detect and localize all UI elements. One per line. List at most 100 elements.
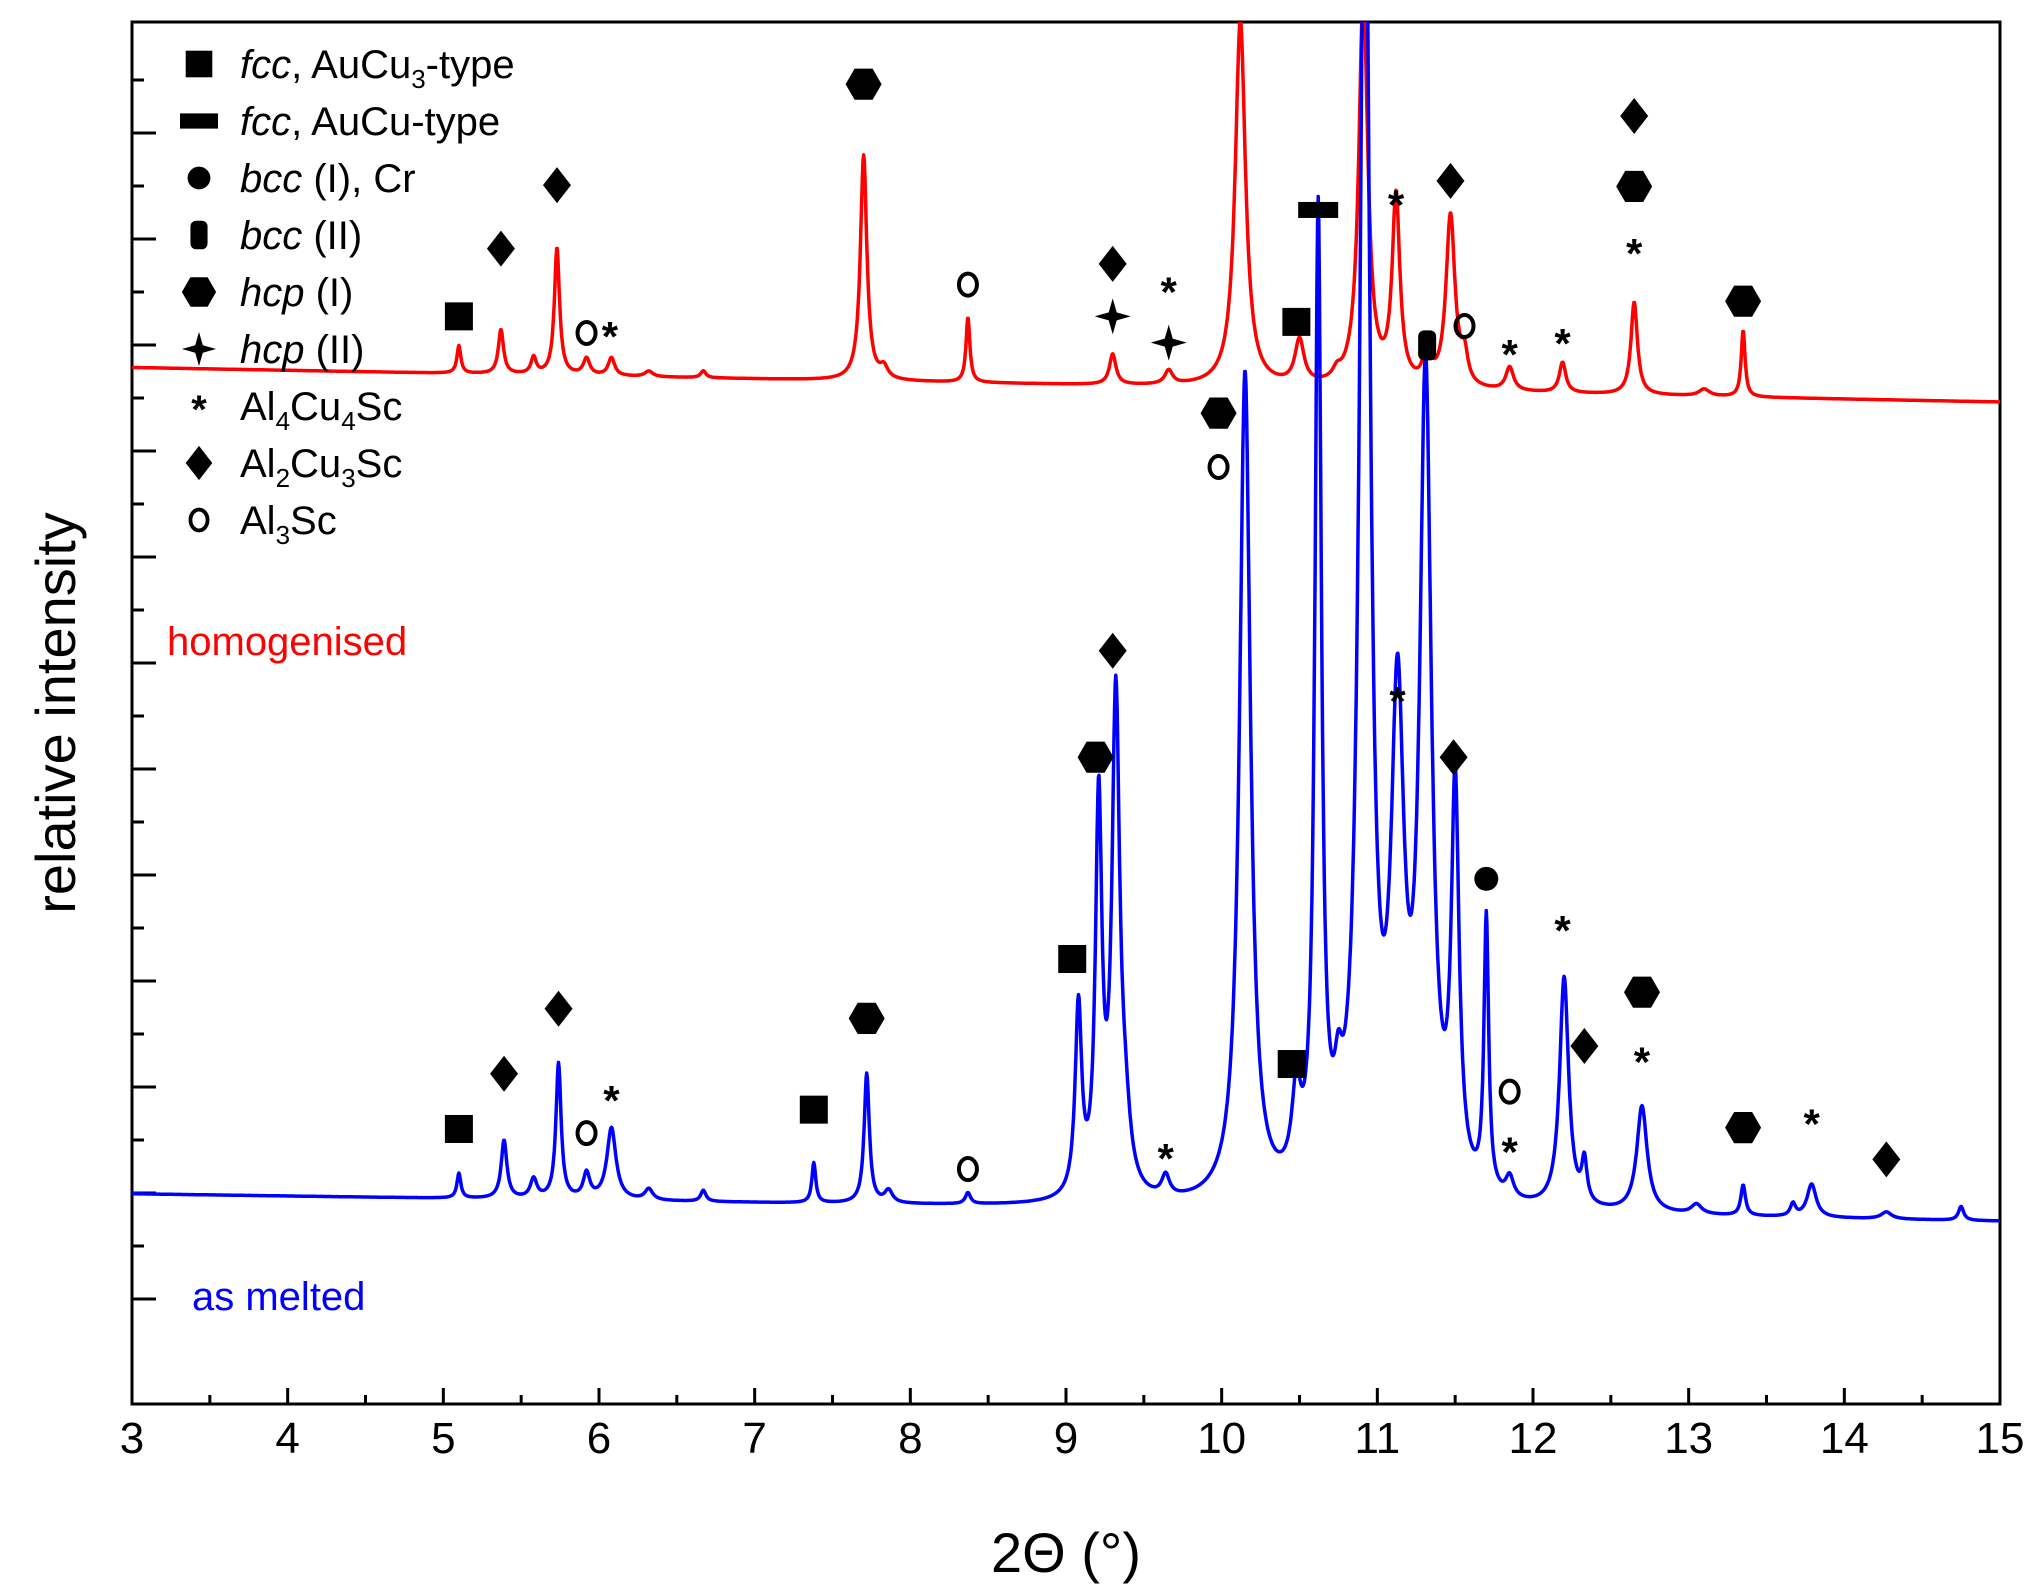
marker-diamond [1872,1141,1901,1178]
marker-ring [575,1120,598,1147]
x-tick-label: 3 [120,1414,144,1463]
asterisk-glyph: * [1389,678,1406,725]
curve-label-as-melted: as melted [192,1275,365,1319]
marker-hexagon [1624,976,1660,1008]
marker-square [1282,307,1311,336]
phase-markers: * * * * * * * * * * * * * [444,68,1901,1183]
marker-hexagon [1725,285,1762,317]
marker-hexagon [848,1002,885,1034]
marker-ring [1207,454,1230,481]
legend-label: bcc (II) [240,214,362,258]
marker-square [185,50,213,78]
x-tick-label: 15 [1976,1414,2025,1463]
asterisk-glyph: * [1554,907,1571,954]
legend-label: Al4Cu4Sc [240,385,402,436]
marker-circle [187,166,211,190]
marker-hexagon [845,68,882,100]
x-tick-label: 11 [1354,1414,1400,1463]
marker-pill [190,220,208,250]
marker-star4 [1094,298,1131,335]
marker-ring [1498,1078,1521,1105]
marker-ring [956,1156,979,1183]
marker-asterisk: * [1554,320,1571,367]
marker-hexagon [1077,741,1114,773]
marker-square [799,1095,828,1124]
asterisk-glyph: * [1501,1128,1518,1175]
marker-ring [956,271,979,298]
asterisk-glyph: * [1634,1039,1651,1086]
legend: fcc, AuCu3-type fcc, AuCu-type bcc (I), Cr… [180,43,515,550]
marker-dash [180,113,218,129]
marker-star4 [181,331,217,367]
legend-label: bcc (I), Cr [240,157,416,201]
legend-label: Al2Cu3Sc [240,442,402,493]
asterisk-glyph: * [1626,230,1643,277]
marker-ring [575,319,598,346]
x-tick-label: 7 [742,1414,766,1463]
x-tick-label: 10 [1197,1414,1246,1463]
marker-hexagon [1200,397,1237,429]
marker-asterisk: * [602,313,619,360]
marker-asterisk: * [1634,1039,1651,1086]
legend-label: hcp (II) [240,328,364,372]
x-axis-title: 2Θ (°) [991,1521,1141,1584]
marker-diamond [1436,162,1465,199]
marker-diamond [1439,739,1468,776]
asterisk-glyph: * [1157,1135,1174,1182]
marker-square [1277,1050,1306,1079]
y-axis-ticks [132,78,156,1301]
asterisk-glyph: * [1803,1101,1820,1148]
marker-hexagon [181,277,217,307]
marker-diamond [1098,632,1127,669]
marker-asterisk: * [1554,907,1571,954]
marker-diamond [542,167,571,204]
x-tick-label: 14 [1820,1414,1869,1463]
marker-diamond [544,990,573,1027]
x-axis: 3 4 5 6 7 8 9 10 11 12 13 14 15 [120,1388,2025,1463]
marker-diamond [1098,245,1127,282]
x-tick-label: 12 [1509,1414,1558,1463]
marker-asterisk: * [1501,1128,1518,1175]
marker-hexagon [1725,1112,1762,1144]
asterisk-glyph: * [603,1077,620,1124]
marker-asterisk: * [1389,678,1406,725]
marker-square [1058,944,1087,973]
marker-hexagon [1616,170,1653,202]
marker-square [444,1114,473,1143]
asterisk-glyph: * [602,313,619,360]
marker-diamond [1570,1028,1599,1065]
y-axis-title: relative intensity [24,512,87,914]
marker-diamond [185,445,213,481]
marker-pill [1418,330,1437,361]
marker-asterisk: * [603,1077,620,1124]
marker-diamond [486,230,515,267]
marker-ring [188,507,210,533]
marker-dash [1298,201,1339,218]
curve-homogenised [132,22,2000,404]
marker-asterisk: * [1626,230,1643,277]
marker-star4 [1150,324,1187,361]
x-tick-label: 6 [587,1414,611,1463]
curves [132,22,2000,1223]
marker-asterisk: * [1161,269,1178,316]
asterisk-glyph: * [1554,320,1571,367]
marker-circle [1474,866,1499,891]
marker-square [444,302,473,331]
marker-ring [1453,313,1476,340]
marker-asterisk: * [1388,182,1405,229]
legend-label: fcc, AuCu-type [240,100,500,144]
marker-diamond [490,1055,519,1092]
x-tick-label: 4 [275,1414,299,1463]
x-tick-label: 5 [431,1414,455,1463]
x-tick-label: 9 [1054,1414,1078,1463]
legend-label: fcc, AuCu3-type [240,43,515,94]
marker-diamond [1620,97,1649,134]
marker-asterisk: * [1501,331,1518,378]
curve-label-homogenised: homogenised [167,620,407,664]
legend-label: hcp (I) [240,271,353,315]
marker-asterisk: * [1803,1101,1820,1148]
asterisk-glyph: * [1501,331,1518,378]
x-tick-label: 8 [898,1414,922,1463]
x-tick-label: 13 [1664,1414,1713,1463]
marker-asterisk: * [1157,1135,1174,1182]
